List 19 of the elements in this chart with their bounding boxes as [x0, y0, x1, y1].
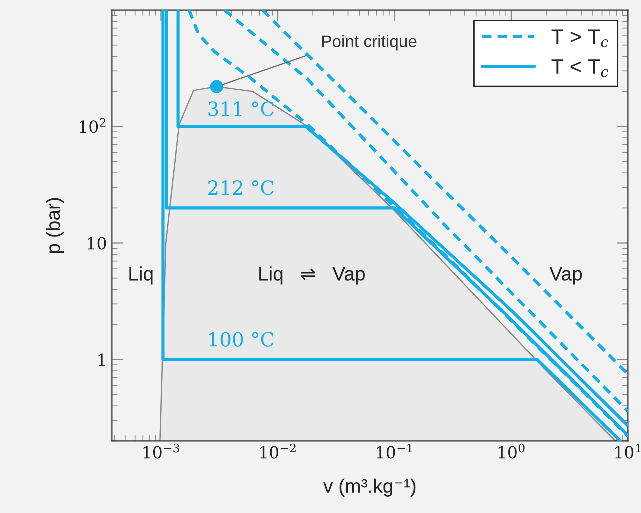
- annotation: Point critique: [322, 35, 417, 51]
- x-axis-title: v (m³.kg⁻¹): [324, 478, 416, 497]
- y-tick-label: 10$^{2}$: [80, 118, 106, 134]
- annotation: Vap: [550, 267, 582, 285]
- y-axis-title: p (bar): [46, 198, 64, 254]
- x-tick-label: 10$^{−2}$: [260, 444, 296, 459]
- annotation: Liq: [130, 266, 153, 285]
- annotation: 100 °C: [210, 332, 274, 347]
- annotation: Liq ⇌ Vap: [260, 266, 365, 285]
- x-tick-label: 10$^{0}$: [498, 444, 525, 459]
- y-tick-label: 10: [88, 237, 106, 250]
- y-tick-label: 1: [98, 354, 105, 366]
- legend-label: T > T$_{c}$: [552, 30, 609, 48]
- x-tick-label: 10$^{−1}$: [377, 444, 412, 459]
- x-tick-label: 10$^{1}$: [616, 444, 641, 459]
- x-tick-label: 10$^{−3}$: [144, 444, 180, 459]
- legend-label: T < T$_{c}$: [552, 60, 609, 78]
- annotation: 311 °C: [208, 102, 274, 116]
- annotation: 212 °C: [208, 180, 274, 196]
